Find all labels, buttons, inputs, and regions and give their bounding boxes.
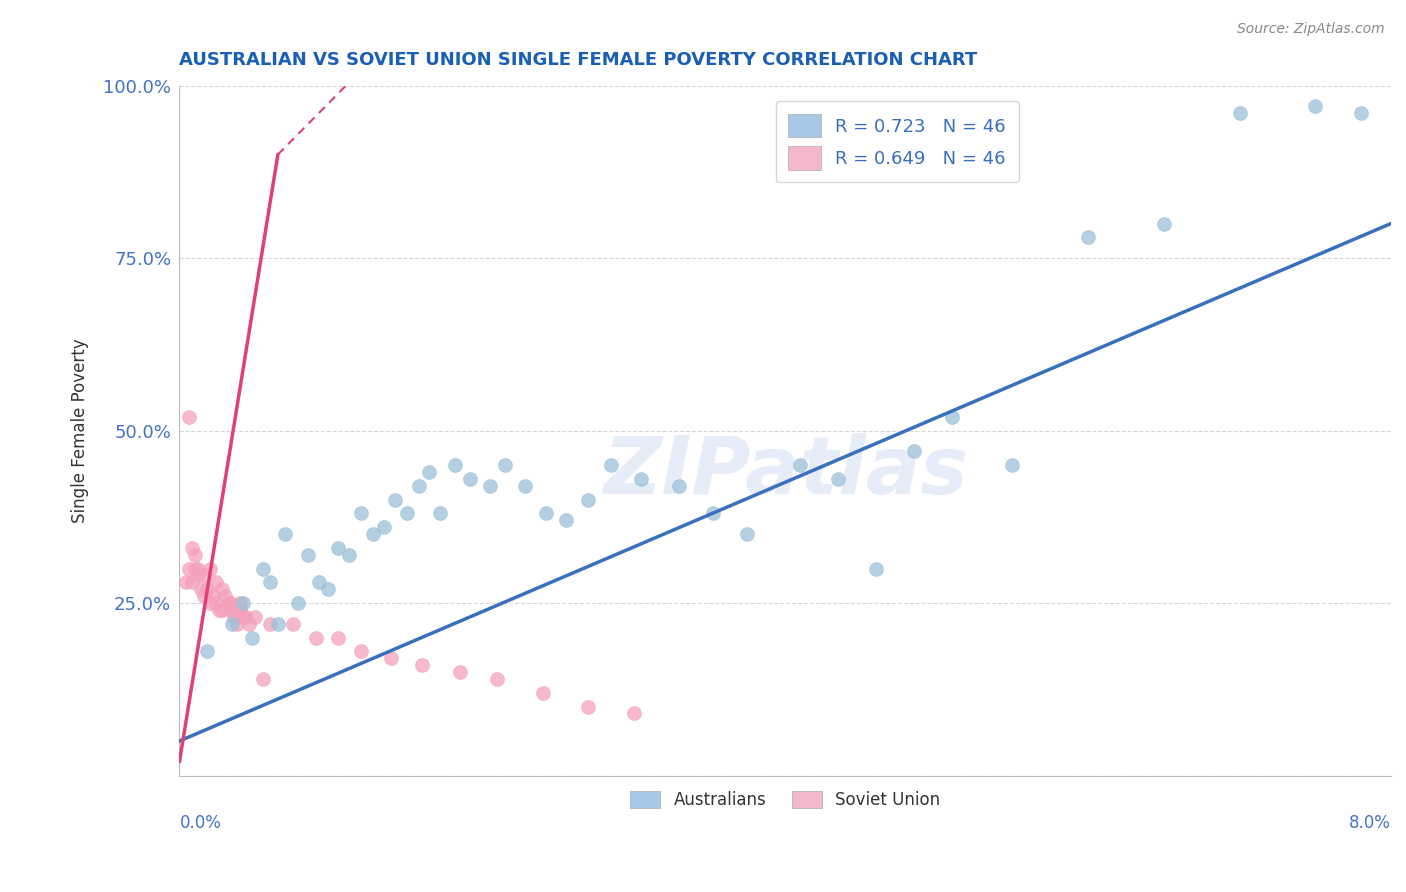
Point [865,561,887,575]
Point [576,699,599,714]
Point [193,568,215,582]
Point [486,672,509,686]
Point [418,465,440,479]
Point [328,631,350,645]
Point [180,541,202,555]
Point [211,603,233,617]
Point [1229,106,1251,120]
Point [201,589,224,603]
Point [252,672,274,686]
Point [232,596,254,610]
Point [259,575,281,590]
Point [195,582,218,597]
Point [827,472,849,486]
Point [177,561,200,575]
Point [226,616,249,631]
Point [554,513,576,527]
Y-axis label: Single Female Poverty: Single Female Poverty [72,338,89,523]
Point [373,520,395,534]
Point [789,458,811,472]
Point [576,492,599,507]
Point [204,575,226,590]
Point [458,472,481,486]
Point [737,527,759,541]
Point [328,541,350,555]
Point [217,596,239,610]
Point [308,575,330,590]
Point [187,568,209,582]
Point [190,582,212,597]
Point [222,609,245,624]
Point [259,616,281,631]
Point [195,644,218,658]
Text: AUSTRALIAN VS SOVIET UNION SINGLE FEMALE POVERTY CORRELATION CHART: AUSTRALIAN VS SOVIET UNION SINGLE FEMALE… [180,51,977,69]
Point [214,589,236,603]
Point [183,561,205,575]
Point [267,616,290,631]
Text: 8.0%: 8.0% [1350,814,1391,832]
Text: ZIPatlas: ZIPatlas [603,433,967,511]
Point [235,609,257,624]
Point [183,548,205,562]
Point [1001,458,1024,472]
Point [204,596,226,610]
Point [478,479,501,493]
Point [305,631,328,645]
Point [668,479,690,493]
Point [1153,217,1175,231]
Point [180,575,202,590]
Text: Source: ZipAtlas.com: Source: ZipAtlas.com [1237,22,1385,37]
Point [198,561,221,575]
Point [252,561,274,575]
Point [274,527,297,541]
Point [337,548,360,562]
Point [243,609,266,624]
Point [221,616,243,631]
Point [384,492,406,507]
Point [350,644,373,658]
Point [444,458,467,472]
Point [513,479,536,493]
Point [287,596,309,610]
Point [1077,230,1099,244]
Point [316,582,339,597]
Legend: Australians, Soviet Union: Australians, Soviet Union [624,784,946,815]
Point [229,596,252,610]
Point [941,409,963,424]
Point [380,651,402,665]
Point [429,506,451,520]
Point [623,706,645,721]
Point [198,596,221,610]
Point [1350,106,1372,120]
Point [903,444,925,458]
Point [174,575,197,590]
Point [232,609,254,624]
Point [531,686,554,700]
Point [600,458,623,472]
Point [208,603,231,617]
Point [238,616,260,631]
Point [449,665,471,679]
Point [350,506,373,520]
Point [187,561,209,575]
Point [494,458,516,472]
Point [193,589,215,603]
Point [211,582,233,597]
Point [281,616,304,631]
Point [408,479,430,493]
Point [363,527,385,541]
Point [219,603,242,617]
Point [240,631,263,645]
Point [395,506,418,520]
Point [534,506,557,520]
Point [177,409,200,424]
Point [219,596,242,610]
Point [1303,99,1326,113]
Point [411,658,433,673]
Point [229,603,252,617]
Point [702,506,724,520]
Text: 0.0%: 0.0% [180,814,221,832]
Point [297,548,319,562]
Point [630,472,652,486]
